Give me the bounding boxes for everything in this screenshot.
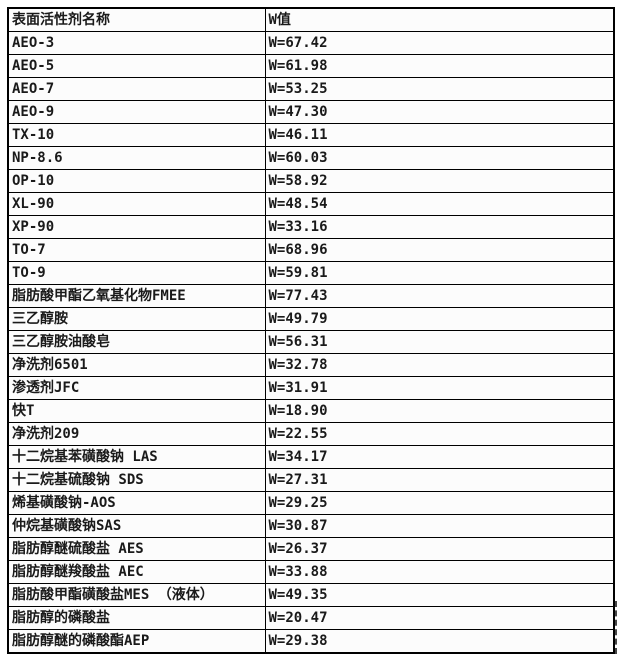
table-row: AEO-3 W=67.42 bbox=[7, 31, 615, 55]
w-value-cell: W=30.87 bbox=[264, 514, 615, 538]
table-row: 渗透剂JFC W=31.91 bbox=[7, 376, 615, 400]
table-header-row: 表面活性剂名称 W值 bbox=[7, 7, 615, 32]
surfactant-name-cell: 脂肪醇的磷酸盐 bbox=[7, 606, 266, 630]
w-value-cell: W=26.37 bbox=[264, 537, 615, 561]
table-row: XL-90 W=48.54 bbox=[7, 192, 615, 216]
surfactant-name-cell: 仲烷基磺酸钠SAS bbox=[7, 514, 266, 538]
surfactant-name-cell: 三乙醇胺 bbox=[7, 307, 266, 331]
w-value-cell: W=33.88 bbox=[264, 560, 615, 584]
surfactant-name-cell: XL-90 bbox=[7, 192, 266, 216]
table-row: 脂肪醇醚硫酸盐 AES W=26.37 bbox=[7, 537, 615, 561]
w-value-cell: W=18.90 bbox=[264, 399, 615, 423]
surfactant-name-cell: OP-10 bbox=[7, 169, 266, 193]
surfactant-name-cell: 脂肪醇醚的磷酸酯AEP bbox=[7, 629, 266, 654]
surfactant-name-cell: TX-10 bbox=[7, 123, 266, 147]
surfactant-name-cell: TO-9 bbox=[7, 261, 266, 285]
table-row: TO-7 W=68.96 bbox=[7, 238, 615, 262]
table-row: 脂肪醇醚的磷酸酯AEP W=29.38 bbox=[7, 629, 615, 654]
surfactant-name-cell: 脂肪酸甲酯磺酸盐MES （液体） bbox=[7, 583, 266, 607]
table-body: AEO-3 W=67.42 AEO-5 W=61.98 AEO-7 W=53.25 AEO-… bbox=[7, 31, 615, 654]
surfactant-name-cell: NP-8.6 bbox=[7, 146, 266, 170]
column-header-w-value: W值 bbox=[264, 7, 615, 32]
surfactant-name-cell: AEO-7 bbox=[7, 77, 266, 101]
table-row: 脂肪醇醚羧酸盐 AEC W=33.88 bbox=[7, 560, 615, 584]
table-row: 净洗剂209 W=22.55 bbox=[7, 422, 615, 446]
table-row: 脂肪酸甲酯乙氧基化物FMEE W=77.43 bbox=[7, 284, 615, 308]
surfactant-name-cell: AEO-9 bbox=[7, 100, 266, 124]
table-row: 三乙醇胺 W=49.79 bbox=[7, 307, 615, 331]
w-value-cell: W=22.55 bbox=[264, 422, 615, 446]
w-value-cell: W=60.03 bbox=[264, 146, 615, 170]
surfactant-name-cell: XP-90 bbox=[7, 215, 266, 239]
column-header-surfactant-name: 表面活性剂名称 bbox=[7, 7, 266, 32]
table-row: AEO-9 W=47.30 bbox=[7, 100, 615, 124]
table-row: XP-90 W=33.16 bbox=[7, 215, 615, 239]
w-value-cell: W=34.17 bbox=[264, 445, 615, 469]
w-value-cell: W=77.43 bbox=[264, 284, 615, 308]
w-value-cell: W=31.91 bbox=[264, 376, 615, 400]
surfactant-name-cell: 十二烷基苯磺酸钠 LAS bbox=[7, 445, 266, 469]
surfactant-name-cell: 三乙醇胺油酸皂 bbox=[7, 330, 266, 354]
table-row: 脂肪酸甲酯磺酸盐MES （液体） W=49.35 bbox=[7, 583, 615, 607]
w-value-cell: W=20.47 bbox=[264, 606, 615, 630]
w-value-cell: W=49.79 bbox=[264, 307, 615, 331]
w-value-cell: W=56.31 bbox=[264, 330, 615, 354]
surfactant-name-cell: 渗透剂JFC bbox=[7, 376, 266, 400]
surfactant-name-cell: 快T bbox=[7, 399, 266, 423]
w-value-cell: W=47.30 bbox=[264, 100, 615, 124]
surfactant-name-cell: 净洗剂6501 bbox=[7, 353, 266, 377]
table-row: TX-10 W=46.11 bbox=[7, 123, 615, 147]
w-value-cell: W=32.78 bbox=[264, 353, 615, 377]
surfactant-name-cell: 脂肪醇醚羧酸盐 AEC bbox=[7, 560, 266, 584]
w-value-cell: W=58.92 bbox=[264, 169, 615, 193]
surfactant-name-cell: AEO-3 bbox=[7, 31, 266, 55]
w-value-cell: W=61.98 bbox=[264, 54, 615, 78]
w-value-cell: W=33.16 bbox=[264, 215, 615, 239]
w-value-cell: W=59.81 bbox=[264, 261, 615, 285]
surfactant-name-cell: 脂肪酸甲酯乙氧基化物FMEE bbox=[7, 284, 266, 308]
surfactant-name-cell: TO-7 bbox=[7, 238, 266, 262]
surfactant-name-cell: 脂肪醇醚硫酸盐 AES bbox=[7, 537, 266, 561]
table-row: AEO-7 W=53.25 bbox=[7, 77, 615, 101]
table-row: 十二烷基硫酸钠 SDS W=27.31 bbox=[7, 468, 615, 492]
w-value-cell: W=46.11 bbox=[264, 123, 615, 147]
w-value-cell: W=29.25 bbox=[264, 491, 615, 515]
w-value-cell: W=48.54 bbox=[264, 192, 615, 216]
table-row: 烯基磺酸钠-AOS W=29.25 bbox=[7, 491, 615, 515]
w-value-cell: W=49.35 bbox=[264, 583, 615, 607]
w-value-cell: W=53.25 bbox=[264, 77, 615, 101]
table-row: 十二烷基苯磺酸钠 LAS W=34.17 bbox=[7, 445, 615, 469]
surfactant-name-cell: AEO-5 bbox=[7, 54, 266, 78]
table-row: 仲烷基磺酸钠SAS W=30.87 bbox=[7, 514, 615, 538]
table-row: AEO-5 W=61.98 bbox=[7, 54, 615, 78]
w-value-cell: W=67.42 bbox=[264, 31, 615, 55]
surfactant-name-cell: 烯基磺酸钠-AOS bbox=[7, 491, 266, 515]
w-value-cell: W=27.31 bbox=[264, 468, 615, 492]
w-value-cell: W=68.96 bbox=[264, 238, 615, 262]
surfactant-w-value-table: 表面活性剂名称 W值 AEO-3 W=67.42 AEO-5 W=61.98 AEO-7… bbox=[7, 7, 615, 654]
table-row: 脂肪醇的磷酸盐 W=20.47 bbox=[7, 606, 615, 630]
table-row: TO-9 W=59.81 bbox=[7, 261, 615, 285]
table-row: OP-10 W=58.92 bbox=[7, 169, 615, 193]
table-row: 快T W=18.90 bbox=[7, 399, 615, 423]
w-value-cell: W=29.38 bbox=[264, 629, 615, 654]
scan-artifact-dashed-line bbox=[615, 601, 617, 654]
table-row: NP-8.6 W=60.03 bbox=[7, 146, 615, 170]
surfactant-name-cell: 十二烷基硫酸钠 SDS bbox=[7, 468, 266, 492]
table-row: 三乙醇胺油酸皂 W=56.31 bbox=[7, 330, 615, 354]
table-row: 净洗剂6501 W=32.78 bbox=[7, 353, 615, 377]
surfactant-name-cell: 净洗剂209 bbox=[7, 422, 266, 446]
